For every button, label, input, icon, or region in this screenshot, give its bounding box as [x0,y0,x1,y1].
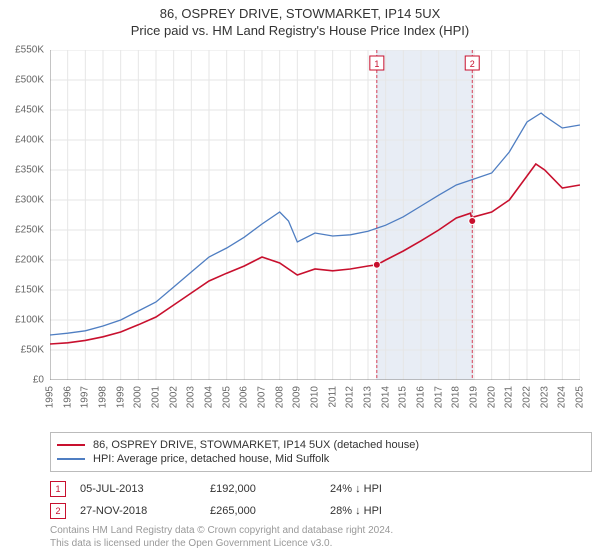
x-tick-label: 2016 [416,386,427,408]
sale-price-1: £192,000 [210,483,330,495]
y-tick-label: £250K [15,225,44,236]
footer-line2: This data is licensed under the Open Gov… [50,537,580,550]
footer-line1: Contains HM Land Registry data © Crown c… [50,524,580,537]
x-tick-label: 2005 [221,386,232,408]
sale-date-2: 27-NOV-2018 [80,505,210,517]
x-tick-label: 2020 [486,386,497,408]
legend-label-property: 86, OSPREY DRIVE, STOWMARKET, IP14 5UX (… [93,439,419,451]
sale-marker-1-num: 1 [55,484,60,494]
y-tick-label: £550K [15,45,44,56]
x-tick-label: 2018 [451,386,462,408]
y-axis-labels: £0£50K£100K£150K£200K£250K£300K£350K£400… [0,50,48,380]
x-tick-label: 2024 [557,386,568,408]
sale-vs-hpi-1: 24% ↓ HPI [330,483,450,495]
legend-row-hpi: HPI: Average price, detached house, Mid … [57,453,585,465]
y-tick-label: £50K [21,345,44,356]
sale-marker-2: 2 [50,503,66,519]
x-tick-label: 2013 [363,386,374,408]
legend-swatch-property [57,444,85,446]
x-tick-label: 2003 [186,386,197,408]
chart-area: 12 [50,50,580,380]
y-tick-label: £300K [15,195,44,206]
x-tick-label: 2007 [257,386,268,408]
x-tick-label: 2021 [504,386,515,408]
y-tick-label: £200K [15,255,44,266]
footer-note: Contains HM Land Registry data © Crown c… [50,524,580,550]
x-tick-label: 2025 [575,386,586,408]
y-tick-label: £100K [15,315,44,326]
x-tick-label: 2023 [539,386,550,408]
title-sub: Price paid vs. HM Land Registry's House … [0,23,600,38]
sale-row-2: 2 27-NOV-2018 £265,000 28% ↓ HPI [50,500,580,522]
x-tick-label: 2009 [292,386,303,408]
legend-swatch-hpi [57,458,85,460]
sale-marker-1: 1 [50,481,66,497]
x-tick-label: 1995 [45,386,56,408]
x-tick-label: 2010 [310,386,321,408]
svg-text:2: 2 [470,59,475,69]
x-axis-labels: 1995199619971998199920002001200220032004… [50,382,580,432]
x-tick-label: 2001 [151,386,162,408]
x-tick-label: 2017 [433,386,444,408]
sale-vs-hpi-2: 28% ↓ HPI [330,505,450,517]
title-block: 86, OSPREY DRIVE, STOWMARKET, IP14 5UX P… [0,0,600,38]
x-tick-label: 1998 [98,386,109,408]
x-tick-label: 2019 [469,386,480,408]
chart-svg: 12 [50,50,580,380]
x-tick-label: 2015 [398,386,409,408]
y-tick-label: £500K [15,75,44,86]
x-tick-label: 1997 [80,386,91,408]
x-tick-label: 2011 [327,386,338,408]
x-tick-label: 2008 [274,386,285,408]
legend-row-property: 86, OSPREY DRIVE, STOWMARKET, IP14 5UX (… [57,439,585,451]
legend-label-hpi: HPI: Average price, detached house, Mid … [93,453,329,465]
y-tick-label: £150K [15,285,44,296]
y-tick-label: £450K [15,105,44,116]
x-tick-label: 2012 [345,386,356,408]
sale-price-2: £265,000 [210,505,330,517]
x-tick-label: 2000 [133,386,144,408]
x-tick-label: 2022 [522,386,533,408]
title-main: 86, OSPREY DRIVE, STOWMARKET, IP14 5UX [0,6,600,21]
svg-text:1: 1 [374,59,379,69]
figure-container: 86, OSPREY DRIVE, STOWMARKET, IP14 5UX P… [0,0,600,560]
y-tick-label: £400K [15,135,44,146]
legend-box: 86, OSPREY DRIVE, STOWMARKET, IP14 5UX (… [50,432,592,472]
sales-table: 1 05-JUL-2013 £192,000 24% ↓ HPI 2 27-NO… [50,478,580,522]
x-tick-label: 2004 [204,386,215,408]
y-tick-label: £350K [15,165,44,176]
x-tick-label: 1999 [115,386,126,408]
y-tick-label: £0 [33,375,44,386]
x-tick-label: 1996 [62,386,73,408]
sale-date-1: 05-JUL-2013 [80,483,210,495]
x-tick-label: 2002 [168,386,179,408]
x-tick-label: 2014 [380,386,391,408]
sale-row-1: 1 05-JUL-2013 £192,000 24% ↓ HPI [50,478,580,500]
sale-marker-2-num: 2 [55,506,60,516]
x-tick-label: 2006 [239,386,250,408]
